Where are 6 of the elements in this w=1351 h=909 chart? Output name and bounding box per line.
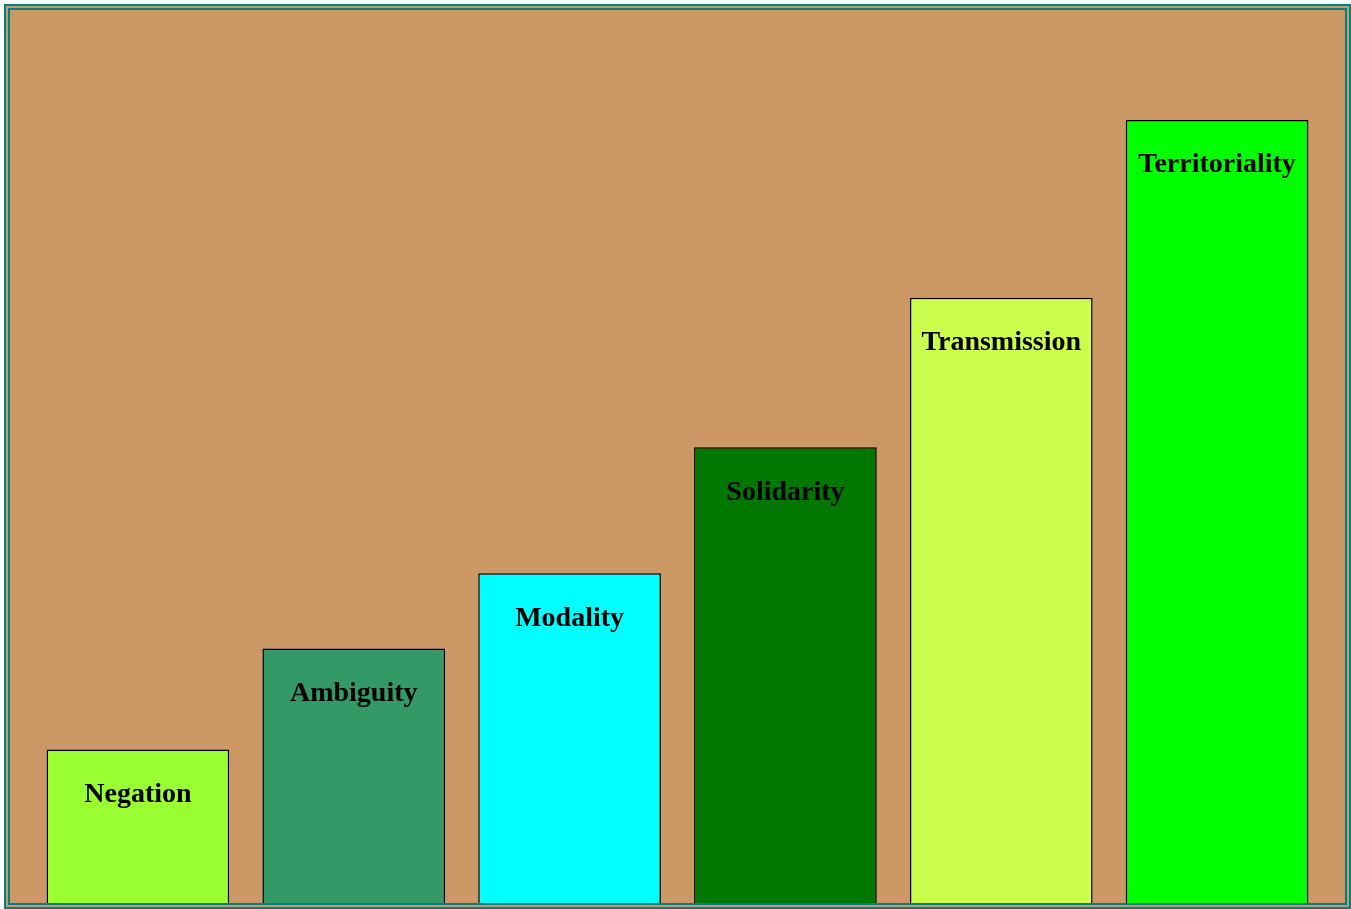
- x-tick-label: Solidarity: [726, 474, 845, 506]
- x-tick-label: Modality: [515, 600, 625, 632]
- x-tick-label: Transmission: [921, 324, 1082, 356]
- x-tick-label: Ambiguity: [289, 675, 418, 707]
- x-tick-label: Territoriality: [1138, 147, 1296, 179]
- x-tick-label: Negation: [84, 776, 192, 808]
